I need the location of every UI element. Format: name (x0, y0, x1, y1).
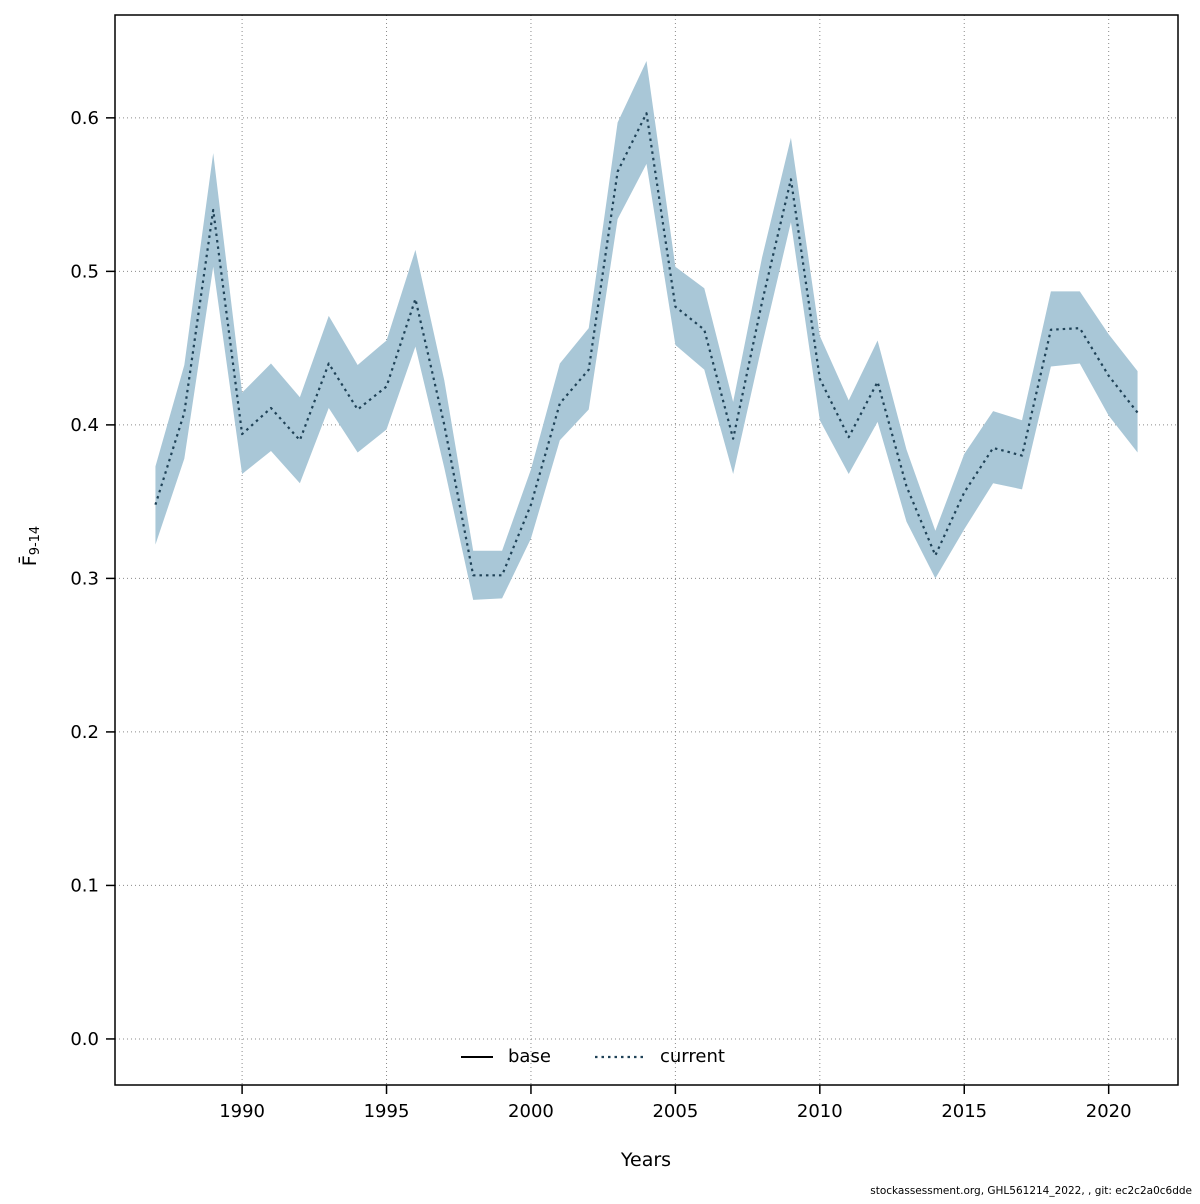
x-tick-label: 2015 (941, 1101, 987, 1122)
x-axis-label: Years (620, 1149, 671, 1171)
x-tick-label: 2005 (652, 1101, 698, 1122)
x-tick-label: 2010 (797, 1101, 843, 1122)
plot-border (114, 14, 1179, 1086)
y-axis-label-sub: 9-14 (28, 526, 43, 556)
x-tick-label: 2020 (1086, 1101, 1132, 1122)
gridlines (115, 15, 1178, 1085)
current-line (154, 112, 1139, 577)
y-axis-label: F̄9-14 (17, 526, 43, 566)
y-tick-label: 0.0 (70, 1029, 99, 1050)
y-tick-label: 0.3 (70, 568, 99, 589)
x-tick-label: 1995 (364, 1101, 410, 1122)
confidence-band-polygon (155, 61, 1138, 600)
x-tick-label: 2000 (508, 1101, 554, 1122)
footer-text: stockassessment.org, GHL561214_2022, , g… (870, 1185, 1192, 1197)
y-tick-label: 0.5 (70, 261, 99, 282)
axis-ticks (106, 117, 1110, 1094)
plot-border-rect (114, 14, 1179, 1086)
y-tick-label: 0.2 (70, 722, 99, 743)
y-tick-label: 0.6 (70, 108, 99, 129)
x-tick-label: 1990 (219, 1101, 265, 1122)
confidence-band (155, 61, 1138, 600)
y-tick-label: 0.4 (70, 415, 99, 436)
legend: base current (461, 1046, 725, 1067)
axis-tick-labels: 1990 1995 2000 2005 2010 2015 2020 0.0 0.1 0.2 0.3… (70, 108, 1131, 1122)
series-lines (154, 112, 1139, 577)
legend-current-label: current (660, 1046, 725, 1067)
y-tick-label: 0.1 (70, 875, 99, 896)
legend-base-label: base (508, 1046, 551, 1067)
y-axis-label-main: F̄ (17, 555, 41, 566)
